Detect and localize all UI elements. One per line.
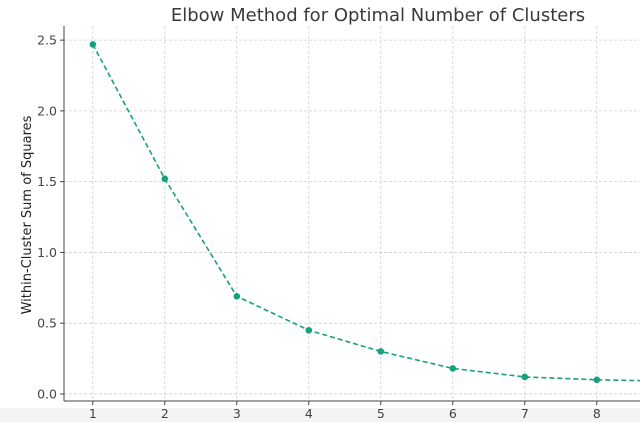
x-tick-label: 6	[449, 406, 457, 421]
y-tick-label: 2.5	[37, 33, 57, 48]
bottom-strip	[0, 408, 640, 422]
x-tick-label: 4	[305, 406, 313, 421]
y-tick-label: 2.0	[37, 103, 57, 118]
data-point	[593, 376, 601, 384]
data-point	[161, 175, 169, 183]
data-point	[233, 292, 241, 300]
x-tick-label: 1	[89, 406, 97, 421]
data-point	[305, 326, 313, 334]
series-line	[92, 44, 640, 382]
y-tick-label: 0.5	[37, 316, 57, 331]
data-point	[449, 365, 457, 372]
y-axis-label: Within-Cluster Sum of Squares	[20, 115, 35, 314]
x-tick-label: 5	[377, 406, 385, 421]
data-point	[377, 348, 385, 355]
data-point	[521, 373, 529, 381]
y-tick-label: 1.0	[37, 245, 57, 260]
series	[89, 41, 640, 384]
y-tick-label: 0.0	[37, 386, 57, 401]
x-tick-label: 3	[233, 406, 241, 421]
y-tick-label: 1.5	[37, 174, 57, 189]
ticks: 1 2 3 4 5 6 7 8 0.0 0.5 1.0 1.5 2.0 2.5	[37, 33, 601, 421]
data-point	[89, 41, 97, 48]
x-tick-label: 8	[593, 406, 601, 421]
chart-title: Elbow Method for Optimal Number of Clust…	[171, 5, 585, 26]
axes	[63, 26, 640, 402]
x-tick-label: 2	[161, 406, 169, 421]
grid	[64, 26, 640, 401]
x-tick-label: 7	[521, 406, 529, 421]
